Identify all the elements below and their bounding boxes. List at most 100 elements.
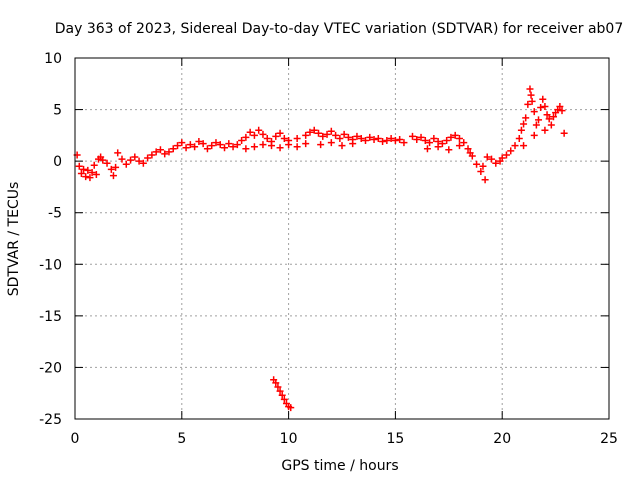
data-point xyxy=(560,129,568,137)
plot-frame xyxy=(74,57,610,420)
data-point xyxy=(238,137,246,145)
data-point xyxy=(268,142,276,150)
data-point xyxy=(492,159,500,167)
data-point xyxy=(178,139,186,147)
data-point xyxy=(421,137,429,145)
data-point xyxy=(417,133,425,141)
data-point xyxy=(148,151,156,159)
data-point xyxy=(332,131,340,139)
data-point xyxy=(92,171,100,179)
data-point xyxy=(543,111,551,119)
data-point xyxy=(306,128,314,136)
data-point xyxy=(208,142,216,150)
data-point xyxy=(473,160,481,168)
data-point xyxy=(556,102,564,110)
data-point xyxy=(131,153,139,161)
grid-lines xyxy=(75,58,609,419)
data-point xyxy=(84,166,92,174)
data-point xyxy=(517,126,525,134)
data-point xyxy=(199,140,207,148)
data-point xyxy=(344,133,352,141)
data-point xyxy=(272,132,280,140)
data-point xyxy=(336,134,344,142)
data-point xyxy=(511,142,519,150)
data-point xyxy=(374,134,382,142)
data-point xyxy=(225,140,233,148)
data-point xyxy=(302,140,310,148)
data-point xyxy=(353,132,361,140)
data-point xyxy=(396,135,404,143)
data-point xyxy=(229,143,237,151)
data-point xyxy=(212,139,220,147)
data-point xyxy=(455,142,463,150)
data-point xyxy=(86,174,94,182)
data-point xyxy=(280,395,288,403)
data-point xyxy=(528,97,536,105)
data-point xyxy=(357,134,365,142)
data-point xyxy=(400,139,408,147)
data-point xyxy=(278,391,286,399)
data-point xyxy=(423,145,431,153)
data-point xyxy=(464,145,472,153)
data-point xyxy=(545,115,553,123)
data-point xyxy=(99,156,107,164)
y-tick-label: -10 xyxy=(39,257,62,273)
data-point xyxy=(434,143,442,151)
data-point xyxy=(438,140,446,148)
data-point xyxy=(447,133,455,141)
data-point xyxy=(109,172,117,180)
data-point xyxy=(498,154,506,162)
data-point xyxy=(532,121,540,129)
data-point xyxy=(186,141,194,149)
x-tick-label: 15 xyxy=(386,431,404,447)
x-tick-label: 0 xyxy=(71,431,80,447)
y-tick-label: -25 xyxy=(39,412,62,428)
data-point xyxy=(430,134,438,142)
data-point xyxy=(107,165,115,173)
data-point xyxy=(255,126,263,134)
data-point xyxy=(103,159,111,167)
data-point xyxy=(122,160,130,168)
y-tick-label: -20 xyxy=(39,360,62,376)
data-point xyxy=(285,137,293,145)
data-point xyxy=(483,153,491,161)
data-point xyxy=(370,135,378,143)
data-point xyxy=(156,146,164,154)
data-point xyxy=(250,131,258,139)
data-point xyxy=(88,168,96,176)
data-point xyxy=(274,383,282,391)
data-point xyxy=(445,146,453,154)
data-point xyxy=(515,134,523,142)
data-point xyxy=(216,141,224,149)
data-point xyxy=(152,148,160,156)
data-point xyxy=(112,163,120,171)
data-point xyxy=(280,134,288,142)
data-point xyxy=(530,108,538,116)
data-point xyxy=(77,170,85,178)
data-point xyxy=(479,162,487,170)
data-point xyxy=(387,134,395,142)
y-axis-label: SDTVAR / TECUs xyxy=(6,182,22,297)
data-point xyxy=(195,138,203,146)
data-point xyxy=(340,130,348,138)
data-point xyxy=(263,134,271,142)
data-point xyxy=(549,113,557,121)
data-point xyxy=(287,404,295,412)
data-point xyxy=(293,134,301,142)
data-point xyxy=(182,144,190,152)
data-point xyxy=(349,140,357,148)
data-point xyxy=(75,162,83,170)
data-point xyxy=(466,149,474,157)
data-point xyxy=(460,139,468,147)
data-point xyxy=(327,139,335,147)
data-point xyxy=(317,141,325,149)
data-point xyxy=(319,132,327,140)
data-point xyxy=(539,95,547,103)
data-point xyxy=(82,173,90,181)
data-point xyxy=(524,100,532,108)
data-point xyxy=(323,130,331,138)
data-point xyxy=(537,104,545,112)
x-tick-label: 5 xyxy=(177,431,186,447)
data-point xyxy=(127,156,135,164)
